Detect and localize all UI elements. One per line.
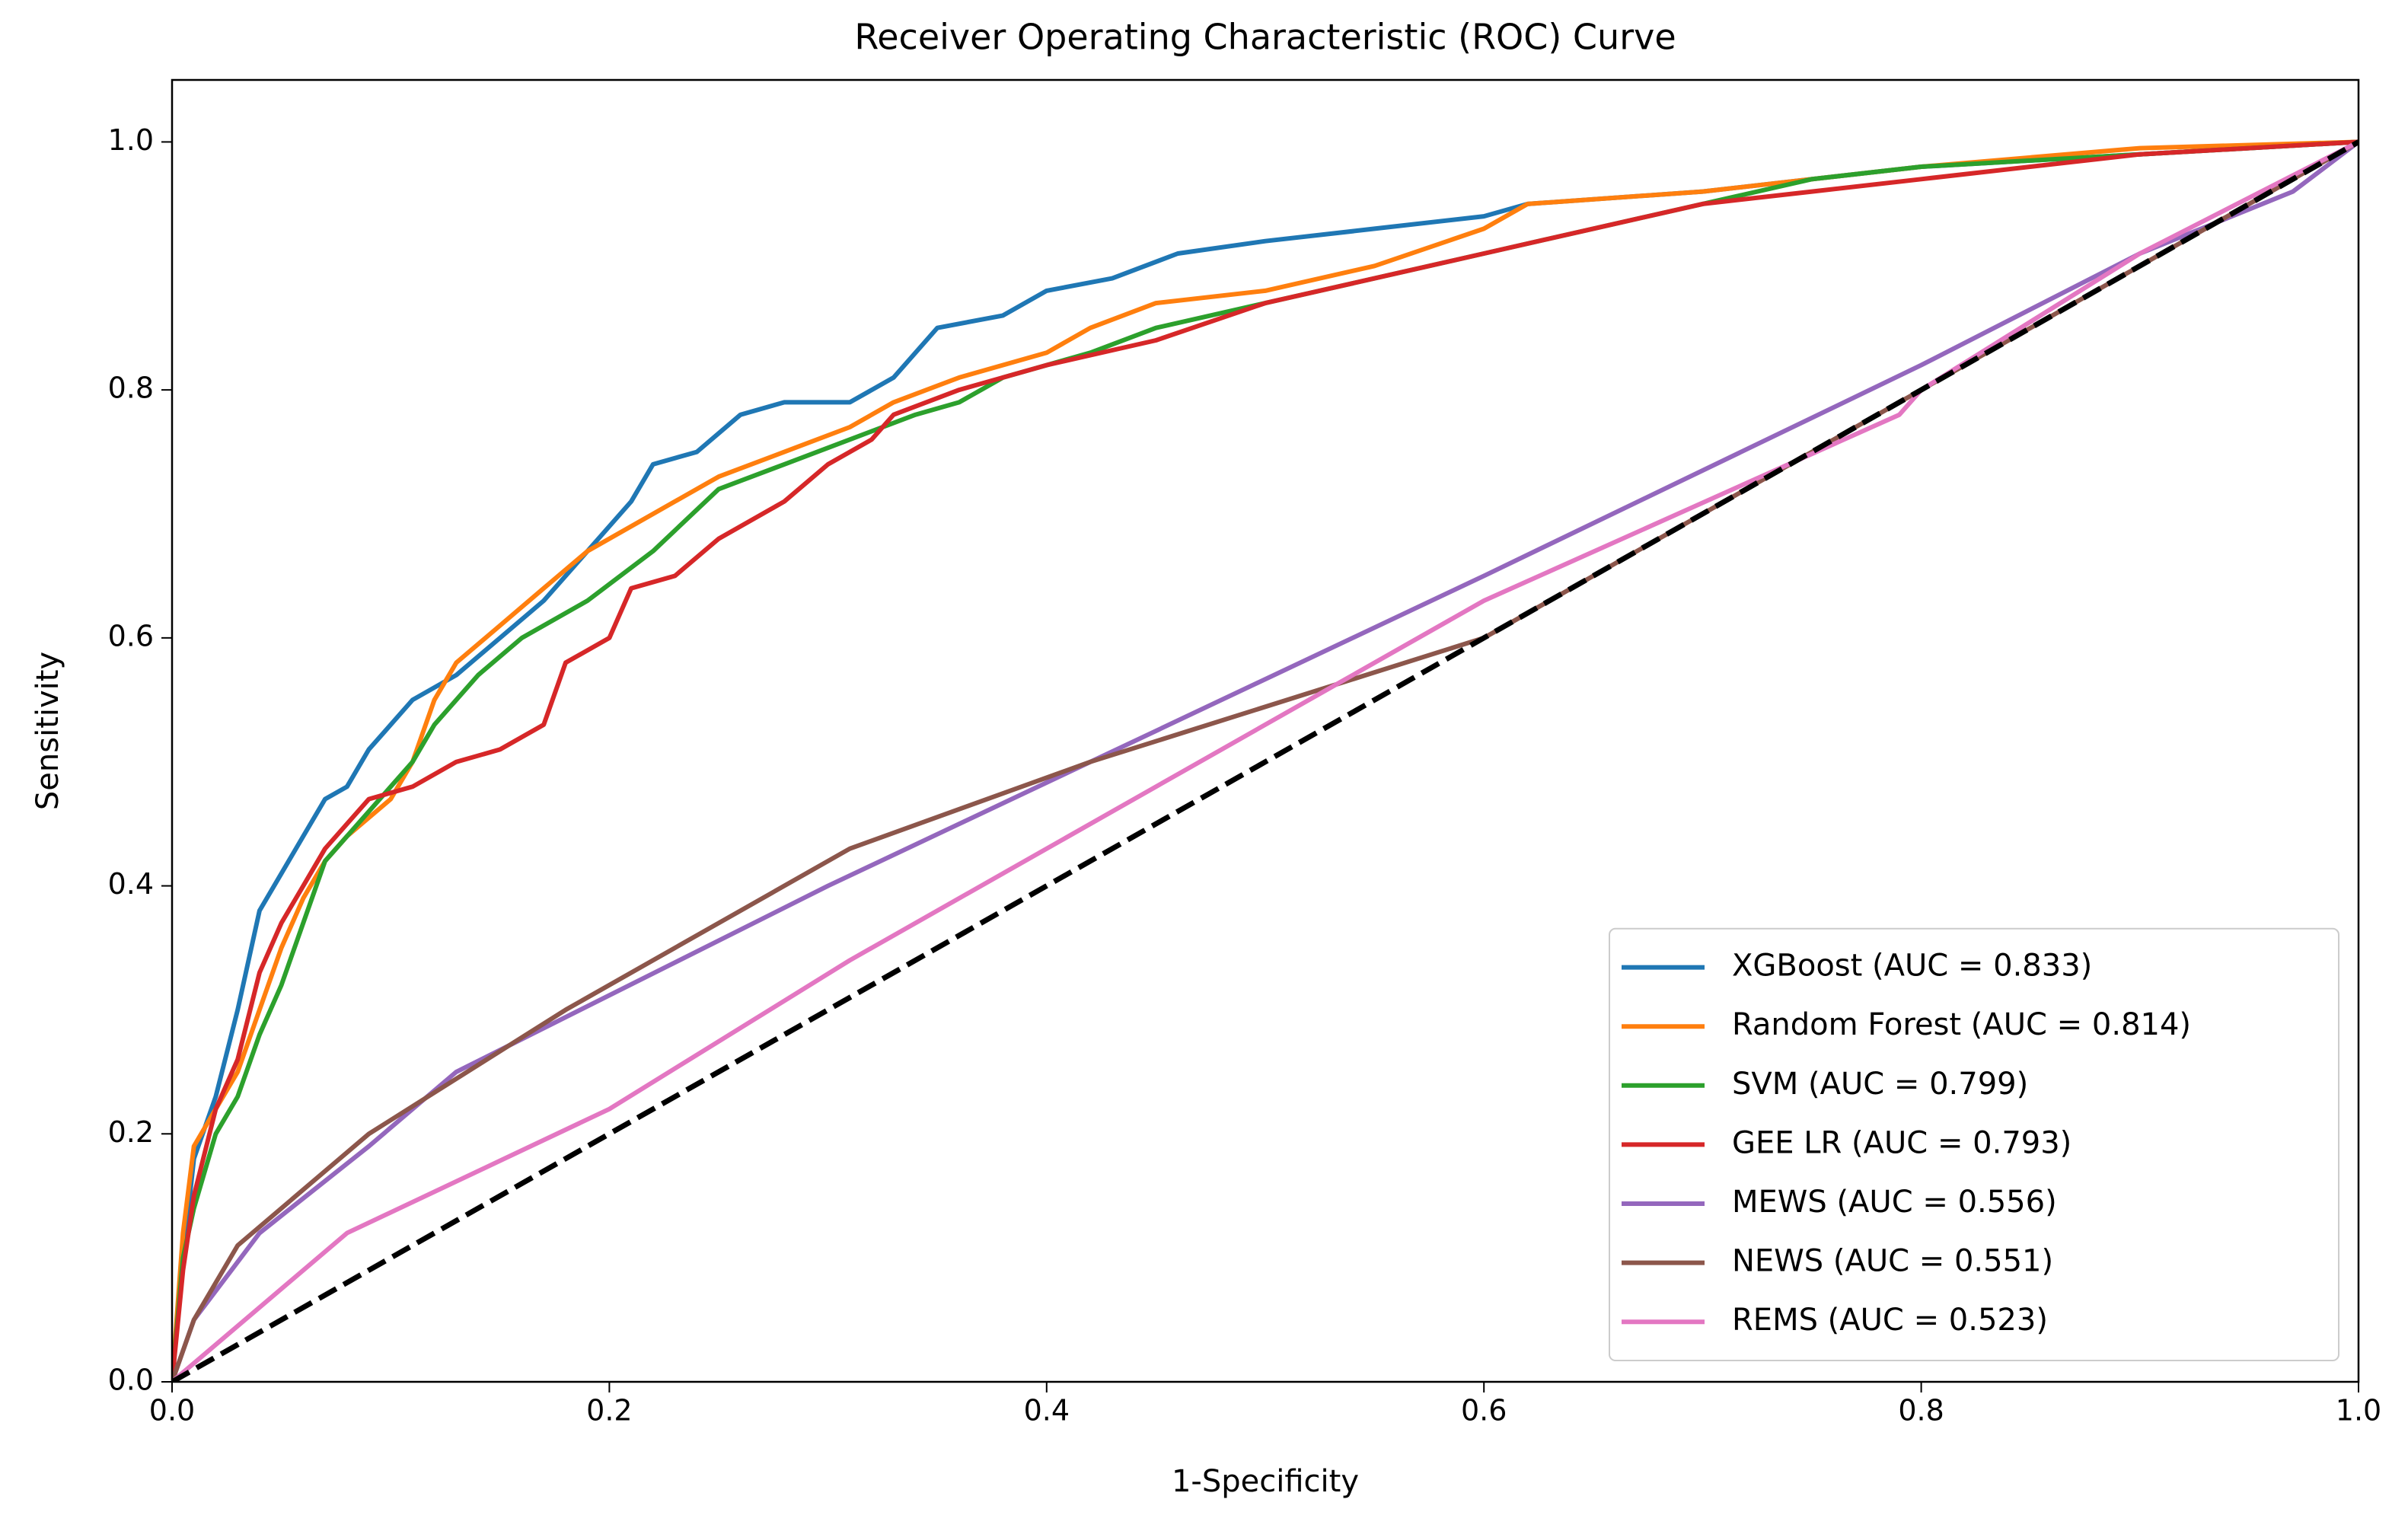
roc-line xyxy=(172,139,2359,1382)
chart-title: Receiver Operating Characteristic (ROC) … xyxy=(854,17,1676,58)
y-tick-label: 0.4 xyxy=(108,867,154,901)
x-axis-label: 1-Specificity xyxy=(1172,1464,1359,1499)
legend-label: MEWS (AUC = 0.556) xyxy=(1732,1185,2057,1220)
y-tick-label: 0.2 xyxy=(108,1115,154,1149)
roc-line xyxy=(172,139,2359,1382)
x-tick-label: 1.0 xyxy=(2336,1394,2381,1428)
x-tick-label: 0.8 xyxy=(1898,1394,1944,1428)
y-tick-label: 0.0 xyxy=(108,1364,154,1397)
roc-line xyxy=(172,139,2359,1382)
y-tick-label: 1.0 xyxy=(108,123,154,157)
plot-frame xyxy=(171,78,2360,1383)
x-tick-label: 0.0 xyxy=(149,1394,195,1428)
legend-label: XGBoost (AUC = 0.833) xyxy=(1732,949,2092,984)
x-tick-label: 0.6 xyxy=(1461,1394,1507,1428)
roc-line xyxy=(172,139,2359,1382)
y-tick-label: 0.6 xyxy=(108,619,154,652)
roc-line xyxy=(172,140,2359,1382)
legend-label: NEWS (AUC = 0.551) xyxy=(1732,1244,2053,1279)
reference-line xyxy=(172,139,2359,1382)
y-tick-label: 0.8 xyxy=(108,372,154,405)
legend-label: Random Forest (AUC = 0.814) xyxy=(1732,1007,2191,1042)
x-tick-label: 0.2 xyxy=(586,1394,632,1428)
legend-label: REMS (AUC = 0.523) xyxy=(1732,1303,2048,1338)
y-axis-label: Sensitivity xyxy=(30,652,65,810)
x-tick-label: 0.4 xyxy=(1024,1394,1070,1428)
legend-label: SVM (AUC = 0.799) xyxy=(1732,1067,2028,1102)
legend-label: GEE LR (AUC = 0.793) xyxy=(1732,1125,2072,1160)
legend-box xyxy=(1609,927,2339,1362)
